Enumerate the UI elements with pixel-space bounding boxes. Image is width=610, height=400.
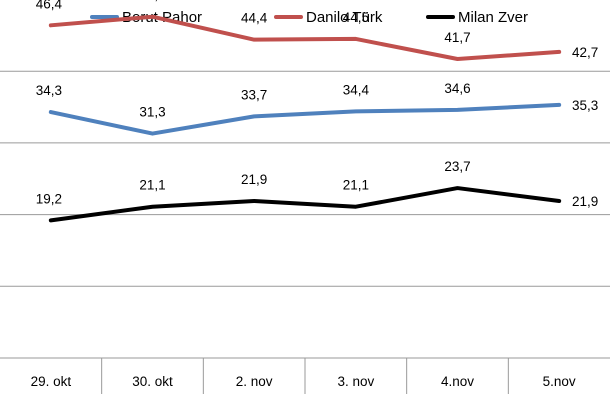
- data-label: 46,4: [36, 0, 63, 11]
- data-labels: 34,3 31,3 33,7 34,4 34,6 35,3 46,4 47,6 44,4 44,5…: [36, 0, 599, 209]
- series-line-3: [48, 186, 562, 223]
- series-line-1: [48, 102, 562, 136]
- gridlines: [0, 70, 610, 287]
- x-tick-label: 30. okt: [132, 374, 173, 389]
- x-axis: 29. okt 30. okt 2. nov 3. nov 4.nov 5.nov: [0, 357, 610, 394]
- series-group: [48, 14, 562, 223]
- data-label: 34,3: [36, 83, 62, 98]
- data-label: 31,3: [139, 105, 165, 120]
- data-label: 44,5: [343, 10, 369, 25]
- data-label: 35,3: [572, 98, 598, 113]
- data-label: 19,2: [36, 191, 62, 206]
- data-label: 42,7: [572, 45, 598, 60]
- data-label: 21,1: [343, 178, 369, 193]
- x-tick-label: 5.nov: [543, 374, 576, 389]
- legend-label: Milan Zver: [458, 9, 528, 26]
- series-line-2: [48, 14, 562, 62]
- data-label: 44,4: [241, 11, 268, 26]
- data-label: 34,6: [444, 81, 470, 96]
- x-tick-label: 4.nov: [441, 374, 474, 389]
- data-label: 47,6: [139, 0, 165, 3]
- data-label: 21,9: [241, 172, 267, 187]
- data-label: 33,7: [241, 87, 267, 102]
- x-tick-label: 3. nov: [337, 374, 374, 389]
- data-label: 34,4: [343, 82, 370, 97]
- data-label: 21,1: [139, 178, 165, 193]
- data-label: 41,7: [444, 30, 470, 45]
- x-tick-label: 29. okt: [31, 374, 72, 389]
- legend-label: Danilo Türk: [306, 9, 383, 26]
- x-tick-label: 2. nov: [236, 374, 273, 389]
- data-label: 21,9: [572, 194, 598, 209]
- data-label: 23,7: [444, 159, 470, 174]
